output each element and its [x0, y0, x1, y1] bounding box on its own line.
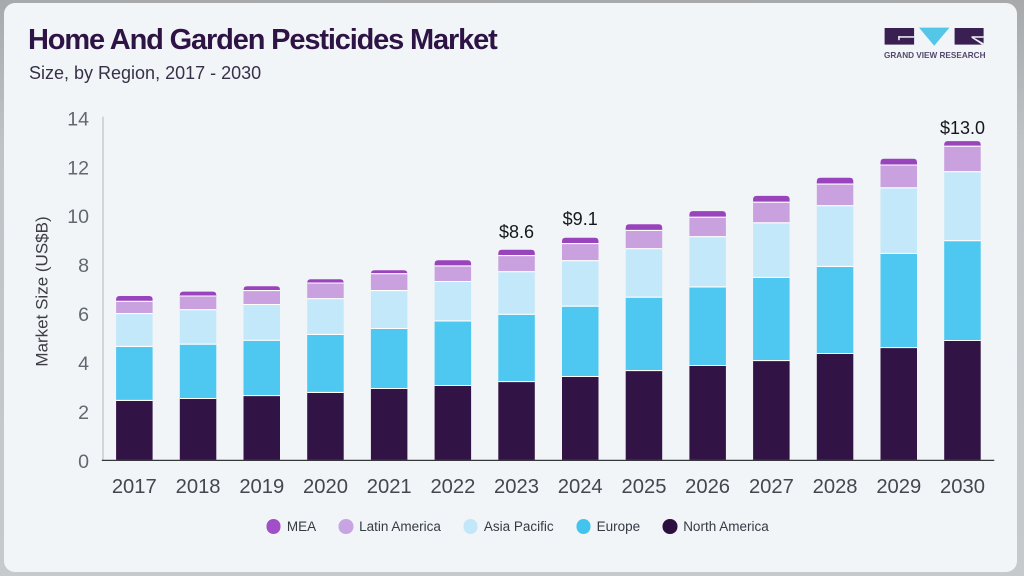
svg-text:8: 8	[78, 255, 89, 277]
svg-text:$9.1: $9.1	[563, 209, 598, 229]
svg-text:4: 4	[78, 353, 89, 375]
svg-text:14: 14	[67, 108, 89, 130]
svg-text:2019: 2019	[239, 476, 284, 498]
svg-text:$13.0: $13.0	[940, 118, 985, 138]
svg-text:2: 2	[78, 402, 89, 424]
svg-text:12: 12	[67, 157, 89, 179]
svg-text:$8.6: $8.6	[499, 222, 534, 242]
svg-text:2023: 2023	[494, 476, 539, 498]
svg-text:0: 0	[78, 451, 89, 473]
svg-text:2020: 2020	[303, 476, 348, 498]
svg-text:10: 10	[67, 206, 89, 228]
svg-text:2027: 2027	[749, 476, 794, 498]
svg-text:6: 6	[78, 304, 89, 326]
svg-text:2028: 2028	[813, 476, 858, 498]
svg-text:2029: 2029	[876, 476, 921, 498]
svg-text:2022: 2022	[430, 476, 475, 498]
svg-text:2018: 2018	[176, 476, 221, 498]
svg-text:2021: 2021	[367, 476, 412, 498]
svg-text:GRAND VIEW RESEARCH: GRAND VIEW RESEARCH	[884, 51, 986, 60]
svg-text:2026: 2026	[685, 476, 730, 498]
svg-text:Market Size (US$B): Market Size (US$B)	[33, 216, 52, 366]
svg-text:2030: 2030	[940, 476, 985, 498]
svg-text:2024: 2024	[558, 476, 603, 498]
svg-text:2025: 2025	[622, 476, 667, 498]
svg-text:2017: 2017	[112, 476, 157, 498]
